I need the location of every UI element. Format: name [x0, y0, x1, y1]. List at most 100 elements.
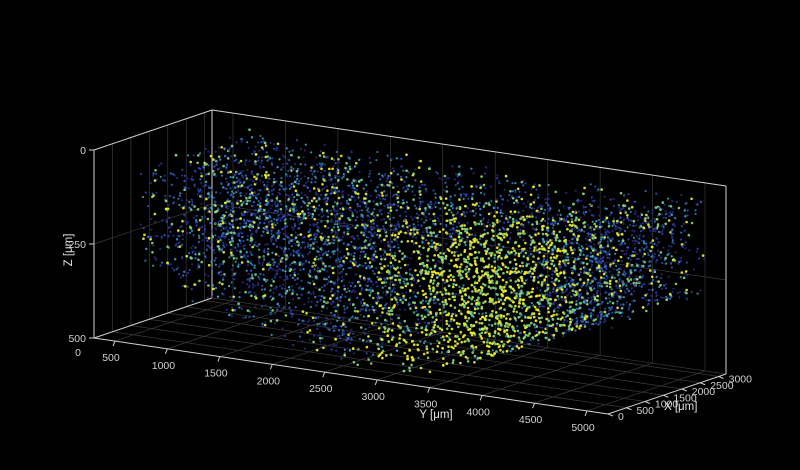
data-point — [353, 251, 356, 255]
data-point — [475, 207, 478, 210]
data-point — [486, 231, 490, 235]
data-point — [522, 225, 525, 228]
data-point — [669, 205, 673, 208]
data-point — [448, 297, 451, 301]
data-point — [585, 268, 588, 271]
data-point — [243, 186, 246, 189]
data-point — [190, 229, 194, 232]
data-point — [321, 236, 325, 240]
data-point — [444, 302, 447, 305]
data-point — [317, 189, 321, 193]
data-point — [170, 222, 174, 226]
data-point — [464, 268, 467, 271]
data-point — [368, 326, 371, 329]
data-point — [409, 289, 412, 293]
data-point — [438, 303, 441, 306]
data-point — [627, 279, 630, 283]
data-point — [658, 285, 661, 289]
data-point — [482, 218, 485, 222]
data-point — [325, 316, 328, 319]
data-point — [297, 217, 300, 220]
data-point — [453, 295, 457, 299]
data-point — [395, 314, 398, 317]
data-point — [535, 265, 538, 268]
data-point — [472, 275, 475, 279]
data-point — [339, 296, 342, 299]
data-point — [472, 172, 475, 175]
data-point — [582, 221, 585, 225]
data-point — [568, 212, 572, 216]
data-point — [151, 241, 154, 245]
data-point — [670, 230, 673, 233]
data-point — [459, 273, 463, 277]
data-point — [502, 302, 505, 306]
data-point — [330, 212, 334, 216]
data-point — [291, 149, 294, 152]
data-point — [268, 215, 271, 218]
data-point — [395, 296, 398, 299]
data-point — [304, 194, 307, 197]
data-point — [225, 308, 229, 311]
data-point — [245, 196, 248, 200]
data-point — [262, 267, 265, 271]
data-point — [552, 224, 555, 227]
data-point — [394, 278, 397, 282]
data-point — [310, 205, 313, 208]
data-point — [520, 279, 524, 283]
data-point — [139, 223, 142, 226]
data-point — [622, 282, 625, 285]
data-point — [460, 174, 463, 177]
data-point — [221, 262, 225, 265]
data-point — [318, 288, 321, 291]
data-point — [546, 283, 550, 287]
data-point — [169, 263, 172, 266]
data-point — [199, 167, 202, 170]
data-point — [367, 358, 370, 361]
data-point — [251, 152, 254, 156]
data-point — [480, 218, 483, 221]
data-point — [255, 293, 258, 296]
data-point — [576, 291, 579, 294]
data-point — [526, 256, 529, 260]
data-point — [232, 257, 236, 260]
data-point — [526, 334, 530, 337]
data-point — [294, 236, 298, 239]
data-point — [576, 290, 579, 293]
data-point — [310, 238, 313, 241]
data-point — [334, 309, 338, 313]
data-point — [180, 174, 184, 177]
data-point — [301, 310, 305, 313]
data-point — [264, 243, 267, 246]
data-point — [244, 163, 247, 166]
data-point — [684, 270, 688, 273]
data-point — [290, 315, 294, 318]
data-point — [590, 302, 593, 305]
data-point — [518, 332, 521, 335]
data-point — [674, 282, 678, 286]
data-point — [272, 280, 276, 283]
data-point — [518, 264, 522, 268]
data-point — [315, 200, 318, 203]
data-point — [594, 225, 598, 228]
data-point — [447, 336, 450, 339]
data-point — [537, 257, 540, 260]
data-point — [315, 255, 318, 258]
data-point — [322, 300, 326, 303]
data-point — [288, 168, 292, 171]
data-point — [416, 291, 420, 295]
data-point — [253, 162, 256, 165]
data-point — [383, 326, 386, 329]
data-point — [452, 346, 455, 350]
data-point — [257, 192, 260, 195]
data-point — [340, 256, 343, 259]
data-point — [232, 195, 235, 199]
data-point — [294, 262, 297, 265]
data-point — [333, 266, 336, 269]
data-point — [627, 315, 630, 318]
data-point — [699, 289, 702, 292]
data-point — [480, 175, 483, 178]
data-point — [501, 350, 505, 354]
data-point — [548, 205, 551, 208]
data-point — [504, 174, 508, 178]
data-point — [648, 269, 652, 272]
